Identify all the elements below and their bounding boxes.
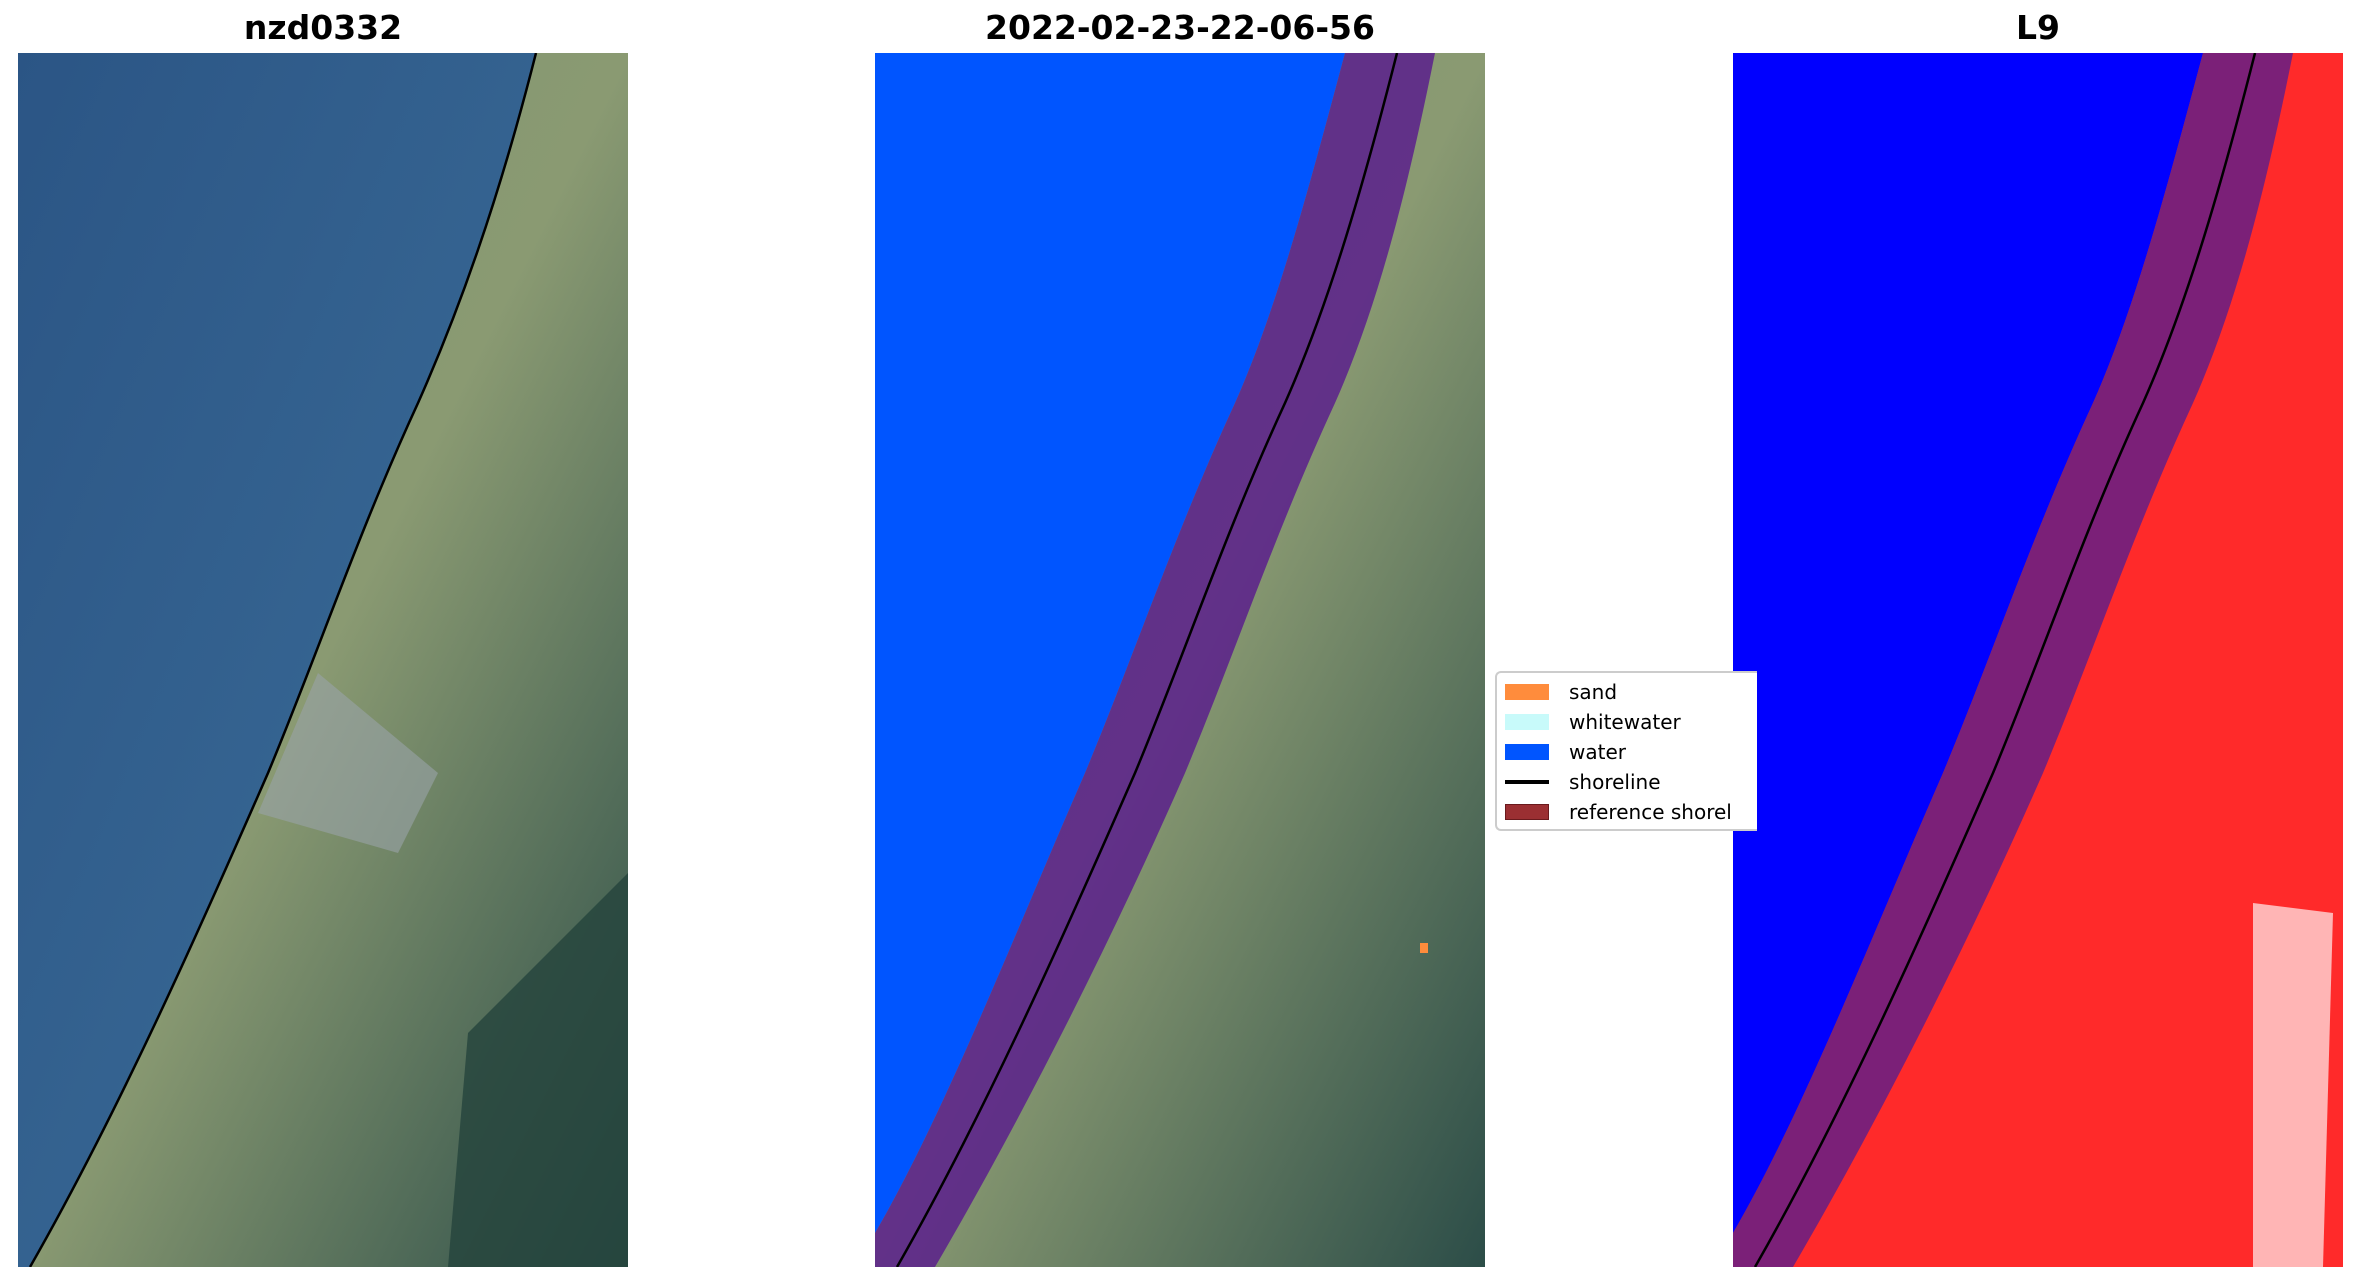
legend-label: sand xyxy=(1569,680,1618,704)
sand-class-patch xyxy=(1420,943,1428,953)
classified-image xyxy=(875,53,1485,1267)
legend-label: whitewater xyxy=(1569,710,1681,734)
shoreline-swatch xyxy=(1505,780,1549,784)
water-class-region xyxy=(875,53,1345,1233)
legend-label: shoreline xyxy=(1569,770,1661,794)
legend-item-water: water xyxy=(1505,738,1626,766)
shoreline-line xyxy=(28,53,538,1267)
panel-title-3: L9 xyxy=(2016,8,2060,47)
legend-label: water xyxy=(1569,740,1626,764)
rgb-satellite-image xyxy=(18,53,628,1267)
panel-title-2: 2022-02-23-22-06-56 xyxy=(985,8,1375,47)
legend: sand whitewater water shoreline referenc… xyxy=(1495,671,1757,831)
whitewater-swatch xyxy=(1505,714,1549,730)
reference-shoreline-swatch xyxy=(1505,804,1549,820)
water-swatch xyxy=(1505,744,1549,760)
reference-shoreline-buffer xyxy=(1733,53,2293,1267)
legend-label: reference shorel xyxy=(1569,800,1732,824)
legend-item-sand: sand xyxy=(1505,678,1617,706)
legend-item-reference-shoreline: reference shorel xyxy=(1505,798,1732,826)
legend-item-shoreline: shoreline xyxy=(1505,768,1661,796)
shoreline-line xyxy=(895,53,1399,1267)
panel-title-1: nzd0332 xyxy=(243,8,403,47)
sand-swatch xyxy=(1505,684,1549,700)
shoreline-line xyxy=(1753,53,2257,1267)
legend-item-whitewater: whitewater xyxy=(1505,708,1681,736)
mndwi-index-image xyxy=(1733,53,2343,1267)
reference-shoreline-buffer xyxy=(875,53,1435,1267)
